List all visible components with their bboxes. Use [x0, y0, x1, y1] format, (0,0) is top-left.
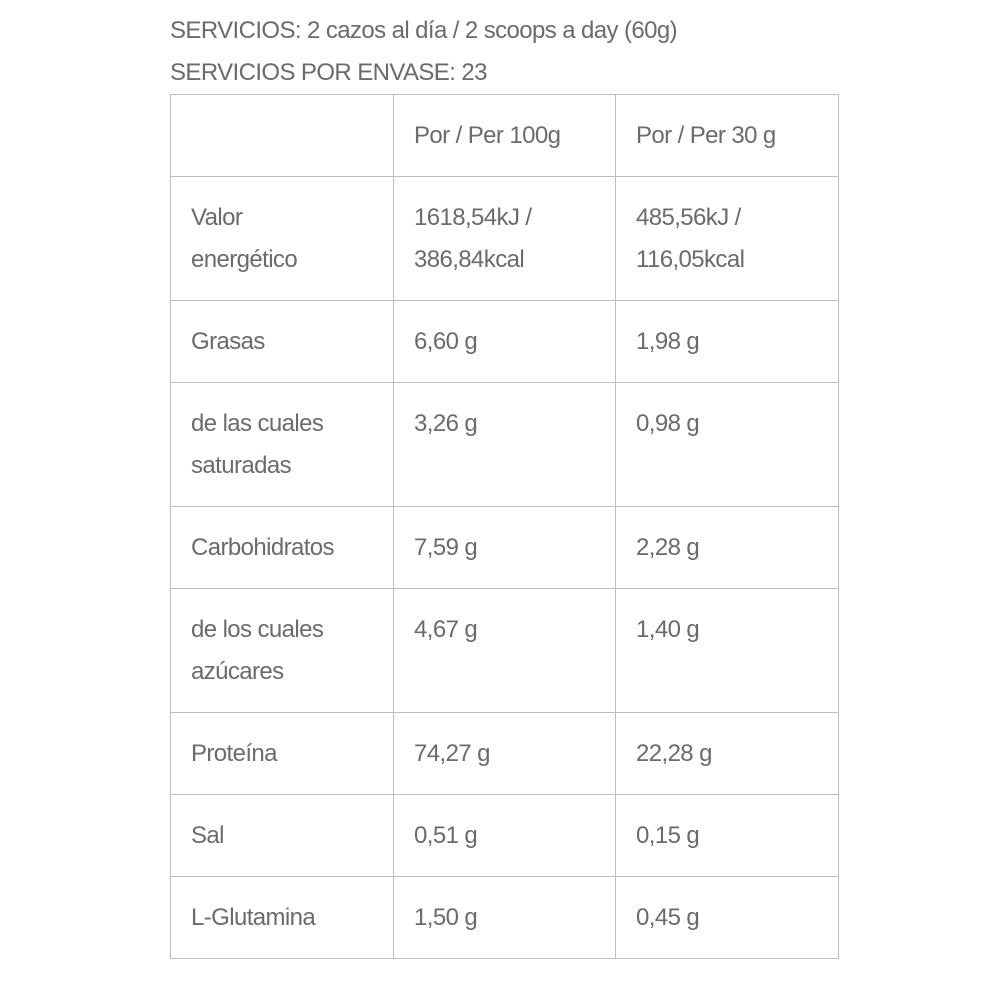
table-row: Carbohidratos 7,59 g 2,28 g [170, 506, 839, 589]
header-cell-per-30g: Por / Per 30 g [615, 94, 839, 177]
table-row: Proteína 74,27 g 22,28 g [170, 712, 839, 795]
per-100g-cell: 7,59 g [393, 506, 616, 589]
table-row: Valor energético 1618,54kJ / 386,84kcal 48… [170, 176, 839, 301]
table-header-row: Por / Per 100g Por / Per 30 g [170, 94, 839, 177]
table-row: Sal 0,51 g 0,15 g [170, 794, 839, 877]
nutrient-cell: de los cuales azúcares [170, 588, 394, 713]
per-30g-cell: 1,98 g [615, 300, 839, 383]
per-30g-cell: 22,28 g [615, 712, 839, 795]
nutrition-table: Por / Per 100g Por / Per 30 g Valor ener… [170, 94, 839, 959]
table-row: de los cuales azúcares 4,67 g 1,40 g [170, 588, 839, 713]
nutrient-cell: Proteína [170, 712, 394, 795]
nutrient-cell: Carbohidratos [170, 506, 394, 589]
header-cell-per-100g: Por / Per 100g [393, 94, 616, 177]
nutrient-cell: L-Glutamina [170, 876, 394, 959]
nutrient-cell: Grasas [170, 300, 394, 383]
per-30g-cell: 485,56kJ / 116,05kcal [615, 176, 839, 301]
per-30g-cell: 2,28 g [615, 506, 839, 589]
per-100g-cell: 4,67 g [393, 588, 616, 713]
servings-text: SERVICIOS: 2 cazos al día / 2 scoops a d… [170, 17, 678, 44]
per-30g-cell: 0,98 g [615, 382, 839, 507]
nutrient-cell: Sal [170, 794, 394, 877]
per-100g-cell: 3,26 g [393, 382, 616, 507]
nutrient-cell: de las cuales saturadas [170, 382, 394, 507]
servings-per-container-text: SERVICIOS POR ENVASE: 23 [170, 59, 487, 86]
table-row: de las cuales saturadas 3,26 g 0,98 g [170, 382, 839, 507]
per-100g-cell: 6,60 g [393, 300, 616, 383]
per-30g-cell: 0,15 g [615, 794, 839, 877]
nutrient-cell: Valor energético [170, 176, 394, 301]
table-row: L-Glutamina 1,50 g 0,45 g [170, 876, 839, 959]
per-100g-cell: 0,51 g [393, 794, 616, 877]
per-30g-cell: 1,40 g [615, 588, 839, 713]
table-row: Grasas 6,60 g 1,98 g [170, 300, 839, 383]
per-100g-cell: 1618,54kJ / 386,84kcal [393, 176, 616, 301]
per-100g-cell: 1,50 g [393, 876, 616, 959]
per-100g-cell: 74,27 g [393, 712, 616, 795]
header-cell-nutrient [170, 94, 394, 177]
per-30g-cell: 0,45 g [615, 876, 839, 959]
